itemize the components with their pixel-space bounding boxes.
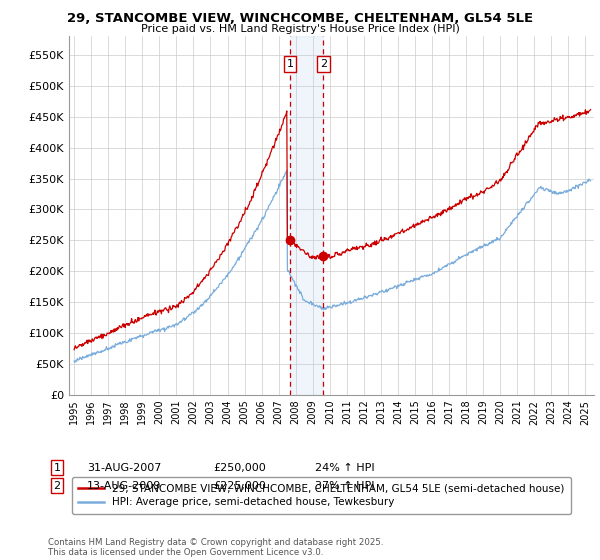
Text: 31-AUG-2007: 31-AUG-2007 [87,463,161,473]
Text: 24% ↑ HPI: 24% ↑ HPI [315,463,374,473]
Bar [290,36,323,395]
Text: Price paid vs. HM Land Registry's House Price Index (HPI): Price paid vs. HM Land Registry's House … [140,24,460,34]
Text: 1: 1 [286,59,293,69]
Text: 2: 2 [53,480,61,491]
Text: Contains HM Land Registry data © Crown copyright and database right 2025.
This d: Contains HM Land Registry data © Crown c… [48,538,383,557]
Text: 37% ↑ HPI: 37% ↑ HPI [315,480,374,491]
Legend: 29, STANCOMBE VIEW, WINCHCOMBE, CHELTENHAM, GL54 5LE (semi-detached house), HPI:: 29, STANCOMBE VIEW, WINCHCOMBE, CHELTENH… [71,477,571,514]
Text: 2: 2 [320,59,327,69]
Text: 29, STANCOMBE VIEW, WINCHCOMBE, CHELTENHAM, GL54 5LE: 29, STANCOMBE VIEW, WINCHCOMBE, CHELTENH… [67,12,533,25]
Text: £225,000: £225,000 [213,480,266,491]
Text: 13-AUG-2009: 13-AUG-2009 [87,480,161,491]
Text: 1: 1 [53,463,61,473]
Text: £250,000: £250,000 [213,463,266,473]
